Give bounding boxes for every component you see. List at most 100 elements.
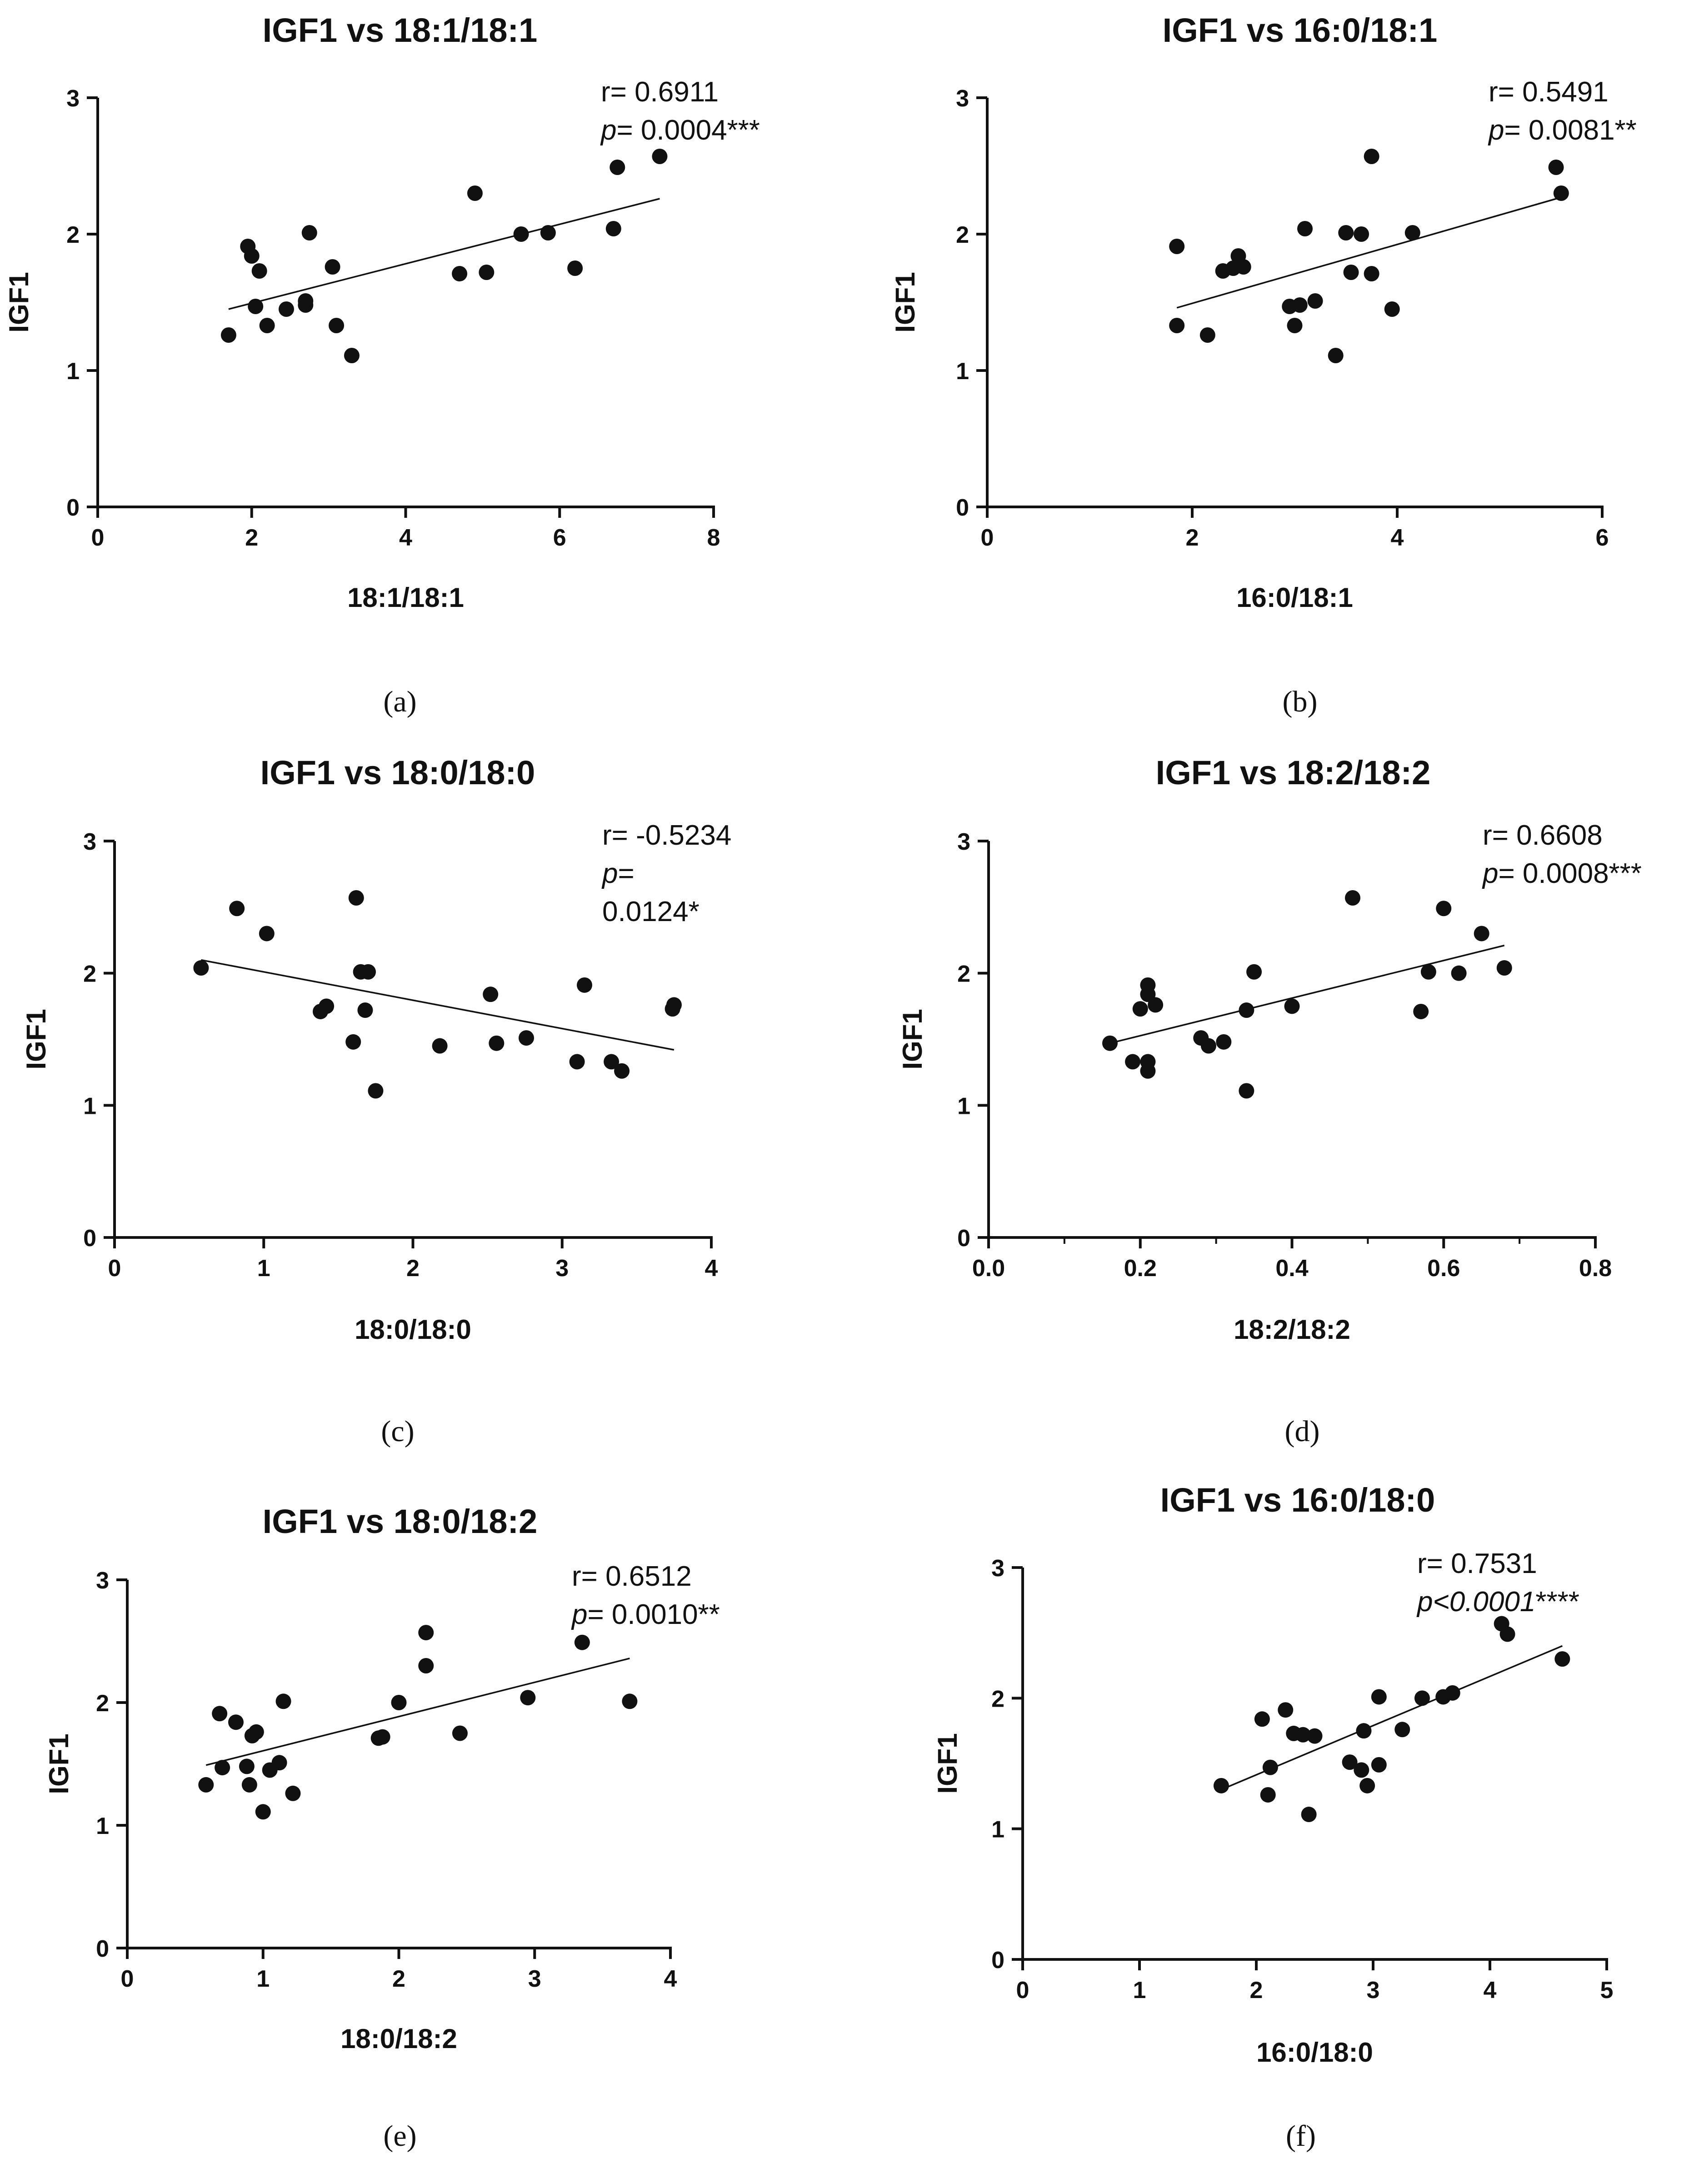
data-point bbox=[513, 226, 529, 242]
data-point bbox=[1414, 1690, 1430, 1706]
data-point bbox=[1474, 926, 1489, 942]
chart-b: IGF1 vs 16:0/18:1 0 1 2 3 0 2 4 6 16:0/18:1 IGF1 r=… bbox=[890, 11, 1637, 718]
data-point bbox=[576, 977, 592, 993]
data-point bbox=[368, 1083, 384, 1099]
x-tick-label: 1 bbox=[1133, 1977, 1146, 2004]
data-point bbox=[1297, 221, 1313, 236]
y-tick-label: 2 bbox=[956, 222, 969, 248]
chart-title: IGF1 vs 16:0/18:0 bbox=[1160, 1481, 1435, 1519]
y-tick-label: 1 bbox=[956, 358, 969, 385]
data-point bbox=[1554, 1651, 1570, 1667]
data-point bbox=[432, 1038, 448, 1054]
y-tick-label: 0 bbox=[83, 1225, 96, 1252]
data-point bbox=[325, 259, 340, 275]
x-tick-label: 0.2 bbox=[1124, 1255, 1157, 1282]
data-point bbox=[348, 890, 364, 906]
data-point bbox=[1413, 1003, 1429, 1019]
data-point bbox=[1343, 265, 1359, 280]
data-point bbox=[1364, 266, 1379, 281]
y-tick-label: 2 bbox=[83, 961, 96, 987]
x-axis-label: 18:0/18:0 bbox=[355, 1314, 471, 1345]
r-value: r= -0.5234 bbox=[602, 820, 731, 851]
data-point bbox=[1345, 890, 1360, 906]
p-label: p bbox=[1488, 115, 1504, 146]
data-point bbox=[212, 1706, 228, 1722]
x-tick-label: 3 bbox=[555, 1255, 569, 1282]
data-point bbox=[1148, 997, 1164, 1013]
data-point bbox=[228, 1714, 244, 1730]
data-point bbox=[1371, 1757, 1387, 1773]
y-tick-label: 3 bbox=[66, 85, 80, 112]
data-point bbox=[1246, 964, 1262, 980]
p-label: p bbox=[601, 858, 618, 889]
p-value-line2: 0.0124* bbox=[602, 896, 700, 927]
data-point bbox=[614, 1063, 630, 1079]
y-tick-label: 0 bbox=[956, 495, 969, 521]
panel-caption: (b) bbox=[1283, 685, 1318, 718]
data-point bbox=[452, 1725, 468, 1741]
data-point bbox=[1364, 149, 1379, 164]
data-point bbox=[345, 1034, 361, 1050]
y-tick-label: 0 bbox=[957, 1225, 970, 1252]
x-tick-label: 2 bbox=[1250, 1977, 1263, 2004]
p-value: p= bbox=[601, 858, 635, 889]
x-tick-label: 3 bbox=[528, 1966, 541, 1992]
data-point bbox=[452, 266, 468, 281]
data-point bbox=[1338, 225, 1354, 240]
data-point bbox=[1553, 185, 1569, 201]
y-tick-label: 3 bbox=[96, 1568, 109, 1594]
panel-caption: (e) bbox=[383, 2119, 416, 2153]
data-point bbox=[1213, 1778, 1229, 1793]
data-point bbox=[1278, 1702, 1294, 1718]
data-point bbox=[198, 1777, 214, 1793]
data-point bbox=[271, 1755, 287, 1771]
data-point bbox=[255, 1804, 271, 1820]
y-axis-label: IGF1 bbox=[890, 272, 920, 332]
p-number: = 0.0010** bbox=[587, 1599, 720, 1630]
data-point bbox=[540, 225, 556, 240]
regression-line bbox=[201, 959, 675, 1051]
data-point bbox=[1548, 160, 1564, 175]
data-point bbox=[329, 318, 345, 333]
y-tick-label: 1 bbox=[957, 1093, 970, 1119]
y-tick-label: 3 bbox=[83, 829, 96, 855]
x-tick-label: 3 bbox=[1367, 1977, 1380, 2004]
r-value: r= 0.6512 bbox=[572, 1561, 692, 1592]
data-point bbox=[483, 987, 499, 1002]
regression-line bbox=[1109, 944, 1505, 1044]
data-point bbox=[1102, 1035, 1118, 1051]
p-value: p= 0.0010** bbox=[571, 1599, 720, 1630]
data-point bbox=[1287, 318, 1303, 333]
data-point bbox=[1239, 1083, 1254, 1099]
data-point bbox=[285, 1785, 301, 1801]
data-point bbox=[467, 185, 483, 201]
regression-line bbox=[1176, 196, 1562, 309]
y-axis-label: IGF1 bbox=[4, 272, 34, 332]
y-tick-label: 3 bbox=[957, 829, 970, 855]
y-tick-label: 0 bbox=[991, 1947, 1004, 1974]
data-point bbox=[1132, 1001, 1148, 1017]
data-point bbox=[1295, 1727, 1311, 1743]
data-point bbox=[298, 293, 314, 309]
p-value: p= 0.0081** bbox=[1488, 115, 1637, 146]
y-tick-label: 1 bbox=[83, 1093, 96, 1119]
data-point bbox=[1371, 1689, 1387, 1705]
chart-d: IGF1 vs 18:2/18:2 0 1 2 3 0.0 0.2 0.4 0.6 0.8 18:2… bbox=[897, 754, 1642, 1448]
data-point bbox=[479, 265, 495, 280]
x-tick-label: 0.8 bbox=[1579, 1255, 1612, 1282]
data-point bbox=[1356, 1723, 1372, 1739]
x-tick-label: 4 bbox=[705, 1255, 718, 1282]
x-tick-label: 0 bbox=[91, 525, 105, 551]
data-point bbox=[241, 1777, 257, 1793]
data-point bbox=[1354, 1762, 1369, 1778]
data-point bbox=[1125, 1054, 1141, 1070]
data-point bbox=[574, 1634, 590, 1650]
p-value: p= 0.0004*** bbox=[600, 115, 760, 146]
x-tick-label: 2 bbox=[392, 1966, 405, 1992]
data-point bbox=[418, 1658, 434, 1673]
panel-caption: (f) bbox=[1286, 2119, 1316, 2153]
p-label: p bbox=[1482, 858, 1498, 889]
x-axis-label: 18:0/18:2 bbox=[340, 2024, 457, 2054]
data-point bbox=[1140, 1063, 1156, 1079]
